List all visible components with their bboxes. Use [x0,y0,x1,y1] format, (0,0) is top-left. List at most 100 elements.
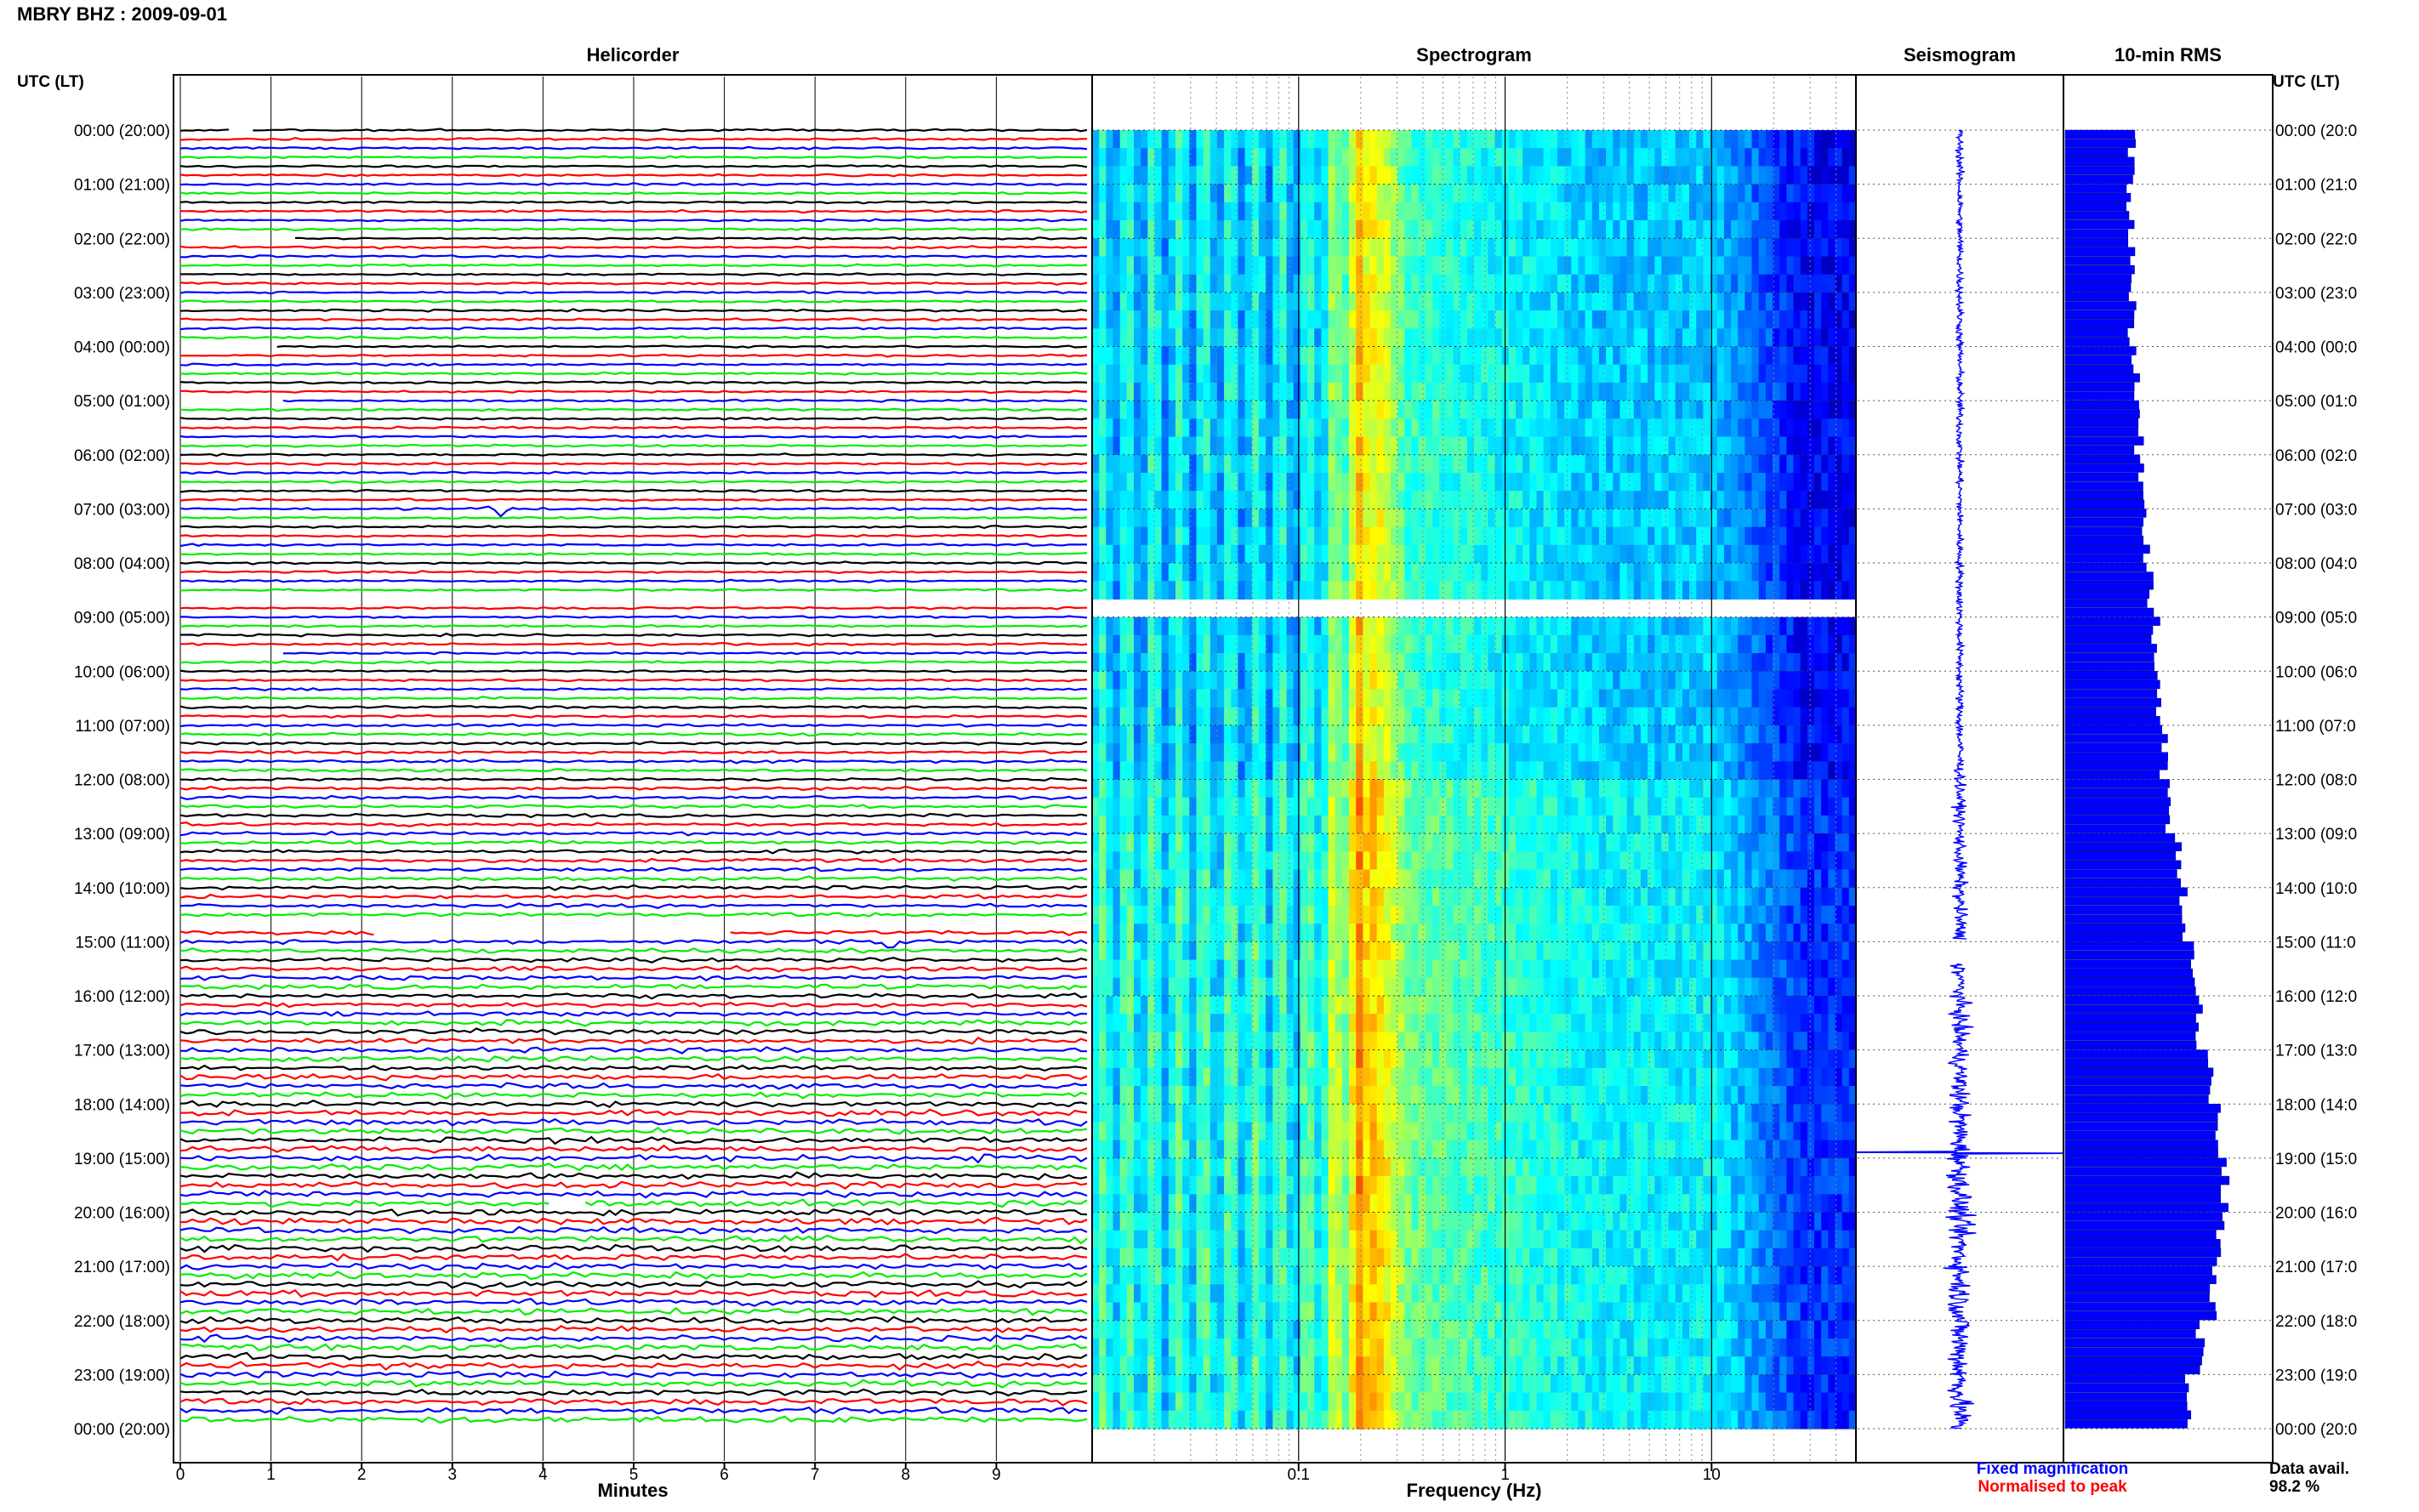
spectrogram-cell [1238,581,1246,600]
spectrogram-cell [1523,779,1530,799]
spectrogram-cell [1161,418,1170,438]
spectrogram-cell [1321,815,1329,834]
right-time-tick: 22:00 (18:0 [2275,1313,2357,1331]
spectrogram-cell [1543,148,1551,167]
spectrogram-cell [1731,184,1739,203]
spectrogram-cell [1668,707,1676,726]
spectrogram-cell [1481,509,1488,528]
spectrogram-cell [1675,653,1683,672]
spectrogram-cell [1216,797,1225,816]
spectrogram-cell [1675,797,1683,816]
spectrogram-cell [1446,887,1454,907]
spectrogram-cell [1633,473,1642,492]
spectrogram-cell [1446,617,1454,636]
spectrogram-cell [1793,617,1801,636]
spectrogram-cell [1598,346,1607,366]
spectrogram-cell [1210,364,1218,384]
spectrogram-cell [1369,364,1378,384]
spectrogram-cell [1356,689,1363,708]
spectrogram-cell [1474,689,1482,708]
spectrogram-cell [1224,634,1232,654]
spectrogram-cell [1168,869,1176,889]
spectrogram-cell [1446,310,1454,329]
spectrogram-row [1092,797,1857,816]
spectrogram-cell [1376,761,1385,781]
spectrogram-cell [1356,509,1363,528]
spectrogram-cell [1633,779,1642,799]
helicorder-trace [179,371,1088,376]
spectrogram-cell [1751,184,1760,203]
spectrogram-cell [1397,707,1405,726]
spectrogram-row [1092,220,1857,239]
spectrogram-cell [1460,184,1468,203]
helicorder-trace [179,164,1088,169]
spectrogram-cell [1598,797,1607,816]
spectrogram-cell [1598,202,1607,221]
helicorder-trace [180,776,1088,782]
spectrogram-cell [1516,256,1523,276]
spectrogram-cell [1668,310,1676,329]
spectrogram-cell [1119,292,1128,311]
spectrogram-cell [1536,833,1545,852]
spectrogram-cell [1682,292,1690,311]
spectrogram-cell [1828,509,1836,528]
right-time-tick: 12:00 (08:0 [2275,772,2357,790]
spectrogram-cell [1161,526,1170,546]
spectrogram-cell [1272,364,1281,384]
spectrogram-cell [1425,689,1433,708]
spectrogram-cell [1119,382,1128,401]
spectrogram-cell [1598,851,1607,871]
spectrogram-cell [1585,526,1593,546]
spectrogram-cell [1508,310,1517,329]
spectrogram-cell [1404,202,1413,221]
spectrogram-cell [1446,544,1454,564]
spectrogram-cell [1841,256,1850,276]
spectrogram-cell [1432,202,1440,221]
spectrogram-cell [1418,364,1426,384]
spectrogram-cell [1751,743,1760,762]
spectrogram-cell [1640,689,1648,708]
spectrogram-cell [1099,346,1107,366]
spectrogram-cell [1765,166,1773,185]
spectrogram-cell [1626,634,1635,654]
spectrogram-cell [1682,887,1690,907]
spectrogram-cell [1675,328,1683,348]
spectrogram-cell [1314,401,1322,419]
spectrogram-cell [1126,797,1135,816]
spectrogram-cell [1800,274,1808,293]
spectrogram-cell [1800,779,1808,799]
spectrogram-cell [1210,634,1218,654]
helicorder-trace [179,902,1088,909]
spectrogram-cell [1363,491,1371,509]
spectrogram-cell [1751,671,1760,691]
spectrogram-cell [1376,869,1385,889]
spectrogram-cell [1203,581,1211,600]
spectrogram-cell [1134,833,1141,852]
spectrogram-cell [1189,238,1198,258]
spectrogram-cell [1453,166,1461,185]
spectrogram-cell [1182,544,1190,564]
spectrogram-cell [1216,815,1225,834]
spectrogram-cell [1376,491,1385,509]
spectrogram-cell [1397,563,1405,582]
spectrogram-cell [1216,761,1225,781]
spectrogram-cell [1633,617,1642,636]
spectrogram-cell [1536,256,1545,276]
spectrogram-cell [1335,346,1343,366]
spectrogram-cell [1494,653,1503,672]
spectrogram-cell [1578,238,1586,258]
spectrogram-cell [1404,689,1413,708]
spectrogram-cell [1119,346,1128,366]
spectrogram-cell [1661,202,1670,221]
spectrogram-cell [1224,544,1232,564]
spectrogram-cell [1439,310,1447,329]
spectrogram-cell [1293,779,1301,799]
spectrogram-cell [1404,382,1413,401]
spectrogram-cell [1224,310,1232,329]
spectrogram-cell [1286,130,1295,149]
spectrogram-cell [1661,130,1670,149]
spectrogram-cell [1376,364,1385,384]
spectrogram-cell [1238,743,1246,762]
spectrogram-cell [1349,526,1357,546]
spectrogram-cell [1828,887,1836,907]
